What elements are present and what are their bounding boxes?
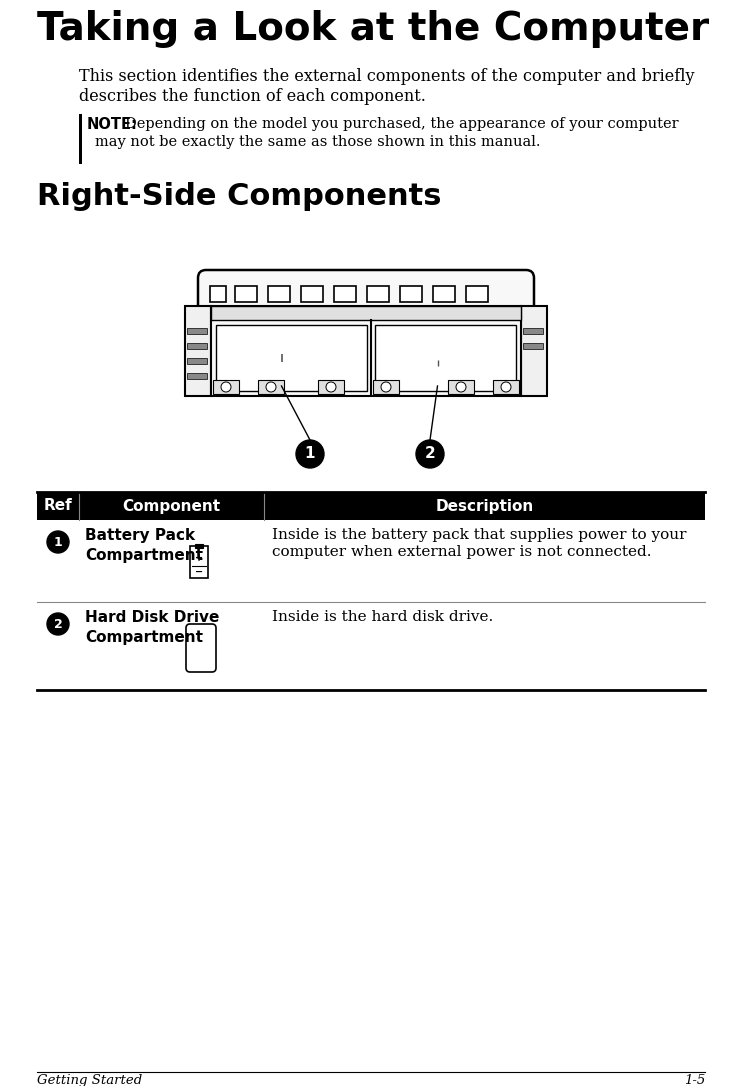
Bar — [210, 286, 226, 302]
Bar — [79, 114, 82, 164]
Text: 2: 2 — [425, 446, 436, 462]
FancyBboxPatch shape — [186, 624, 216, 672]
Bar — [211, 306, 521, 396]
Bar — [523, 343, 543, 349]
Circle shape — [47, 613, 69, 635]
Bar — [523, 328, 543, 334]
Bar — [433, 286, 455, 302]
Text: Right-Side Components: Right-Side Components — [37, 182, 441, 211]
Bar — [521, 306, 547, 396]
Text: Component: Component — [122, 498, 220, 514]
Bar — [185, 306, 211, 396]
Text: Description: Description — [436, 498, 534, 514]
Bar — [258, 380, 284, 394]
Bar — [213, 380, 239, 394]
Bar — [318, 380, 344, 394]
Text: NOTE:: NOTE: — [87, 117, 138, 132]
Bar — [187, 328, 207, 334]
Bar — [187, 358, 207, 364]
Bar — [211, 306, 521, 320]
Text: Getting Started: Getting Started — [37, 1074, 142, 1086]
Text: Ref: Ref — [44, 498, 72, 514]
Bar — [367, 286, 389, 302]
Text: Taking a Look at the Computer: Taking a Look at the Computer — [37, 10, 709, 48]
Text: 1: 1 — [305, 446, 315, 462]
Circle shape — [221, 382, 231, 392]
Bar — [195, 544, 203, 548]
Bar — [187, 343, 207, 349]
Bar — [400, 286, 422, 302]
FancyBboxPatch shape — [198, 270, 534, 318]
Circle shape — [296, 440, 324, 468]
Text: Depending on the model you purchased, the appearance of your computer: Depending on the model you purchased, th… — [125, 117, 679, 131]
Bar — [466, 286, 488, 302]
Circle shape — [47, 531, 69, 553]
Circle shape — [266, 382, 276, 392]
Bar — [187, 372, 207, 379]
Bar — [216, 325, 367, 391]
Bar — [373, 380, 399, 394]
Bar — [268, 286, 290, 302]
Text: +: + — [195, 553, 203, 563]
Circle shape — [416, 440, 444, 468]
Text: 1-5: 1-5 — [684, 1074, 705, 1086]
Text: may not be exactly the same as those shown in this manual.: may not be exactly the same as those sho… — [95, 135, 540, 149]
Text: Inside is the battery pack that supplies power to your: Inside is the battery pack that supplies… — [272, 528, 687, 542]
Bar — [493, 380, 519, 394]
Bar — [235, 286, 257, 302]
Text: Compartment: Compartment — [85, 630, 203, 645]
Text: −: − — [195, 567, 203, 577]
Text: Compartment: Compartment — [85, 548, 203, 563]
Bar — [448, 380, 474, 394]
Circle shape — [326, 382, 336, 392]
Text: This section identifies the external components of the computer and briefly: This section identifies the external com… — [79, 68, 695, 85]
Bar — [37, 492, 705, 520]
Text: Battery Pack: Battery Pack — [85, 528, 195, 543]
Circle shape — [381, 382, 391, 392]
Text: 1: 1 — [53, 535, 62, 548]
Text: Inside is the hard disk drive.: Inside is the hard disk drive. — [272, 610, 493, 624]
Text: describes the function of each component.: describes the function of each component… — [79, 88, 426, 105]
Text: computer when external power is not connected.: computer when external power is not conn… — [272, 545, 651, 559]
Bar — [301, 286, 323, 302]
Bar — [334, 286, 356, 302]
Bar — [375, 325, 516, 391]
Text: Hard Disk Drive: Hard Disk Drive — [85, 610, 220, 626]
Text: 2: 2 — [53, 618, 62, 631]
Bar — [190, 546, 208, 578]
Circle shape — [456, 382, 466, 392]
Circle shape — [501, 382, 511, 392]
